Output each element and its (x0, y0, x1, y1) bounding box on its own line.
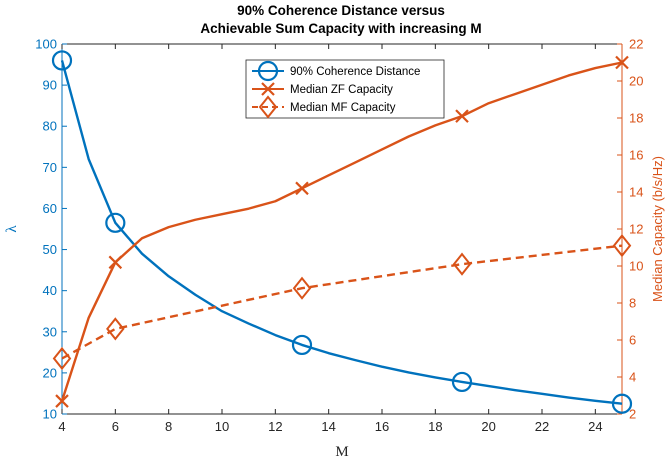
y-left-tick-label: 60 (43, 201, 57, 216)
x-tick-label: 20 (481, 419, 495, 434)
y-right-tick-label: 20 (629, 74, 643, 89)
x-tick-label: 12 (268, 419, 282, 434)
series-3-marker (106, 317, 125, 341)
chart-title-line-1: 90% Coherence Distance versus (237, 3, 445, 18)
legend-marker-3 (258, 95, 278, 119)
chart-title-line-2: Achievable Sum Capacity with increasing … (200, 21, 481, 36)
y-right-tick-label: 6 (629, 333, 636, 348)
legend-label: Median MF Capacity (290, 102, 396, 114)
legend-label: Median ZF Capacity (290, 84, 393, 96)
series-3-marker (452, 252, 472, 276)
series-2-marker (615, 55, 629, 70)
x-axis-label: M (335, 444, 348, 460)
series-3-marker (52, 346, 72, 371)
y-right-tick-label: 8 (629, 296, 636, 311)
series-line-1 (60, 60, 623, 405)
legend-marker-1 (257, 60, 279, 82)
y-left-tick-label: 90 (43, 78, 57, 93)
series-1-marker (611, 393, 633, 414)
x-tick-label: 6 (112, 419, 119, 434)
x-tick-label: 24 (588, 419, 602, 434)
y-left-tick-label: 100 (35, 37, 57, 52)
series-3-marker (612, 234, 632, 258)
y-right-tick-label: 16 (629, 148, 643, 163)
x-tick-label: 4 (58, 419, 65, 434)
y-left-tick-label: 20 (43, 365, 57, 380)
series-2-marker (455, 109, 469, 123)
y-left-tick-label: 10 (43, 407, 57, 422)
y-right-tick-label: 18 (629, 111, 643, 126)
x-tick-label: 18 (428, 419, 442, 434)
series-line-3 (61, 244, 623, 360)
y-right-tick-label: 10 (629, 259, 643, 274)
y-axis-right-label: Median Capacity (b/s/Hz) (650, 156, 665, 302)
series-1-marker (451, 371, 473, 393)
y-left-tick-label: 30 (43, 324, 57, 339)
series-1-marker (105, 212, 126, 233)
y-right-tick-label: 12 (629, 222, 643, 237)
series-1-marker (51, 50, 73, 71)
y-right-tick-label: 2 (629, 407, 636, 422)
x-tick-label: 14 (321, 419, 335, 434)
y-right-tick-label: 14 (629, 185, 643, 200)
series-2-marker (108, 255, 123, 270)
x-tick-label: 10 (215, 419, 229, 434)
y-right-tick-label: 22 (629, 37, 643, 52)
series-3-marker (292, 276, 312, 300)
series-2-marker (295, 181, 309, 196)
x-tick-label: 16 (375, 419, 389, 434)
x-tick-label: 8 (165, 419, 172, 434)
legend-label: 90% Coherence Distance (290, 66, 420, 78)
series-2-marker (55, 394, 69, 408)
legend-marker-2 (261, 82, 275, 96)
x-tick-label: 22 (535, 419, 549, 434)
y-left-tick-label: 40 (43, 283, 57, 298)
y-left-tick-label: 70 (43, 160, 57, 175)
y-axis-left-label: λ (4, 225, 20, 233)
legend: 90% Coherence Distance Median ZF Capacity… (245, 59, 445, 119)
y-left-tick-label: 80 (43, 119, 57, 134)
y-left-tick-label: 50 (43, 242, 57, 257)
series-line-2 (60, 61, 623, 402)
plot-area: 4 6 8 10 12 14 16 18 20 22 24102030405060708090100… (35, 37, 643, 435)
y-right-tick-label: 4 (629, 370, 636, 385)
series-1-marker (291, 334, 313, 356)
